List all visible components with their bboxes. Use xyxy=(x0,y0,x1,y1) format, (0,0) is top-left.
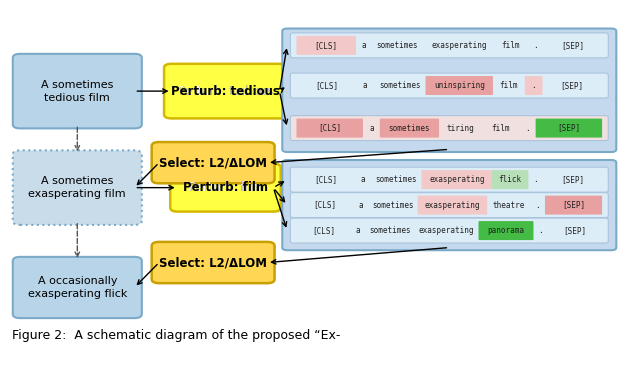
FancyBboxPatch shape xyxy=(13,54,142,128)
Text: sometimes: sometimes xyxy=(389,123,430,133)
Text: exasperating: exasperating xyxy=(418,226,474,235)
Text: [CLS]: [CLS] xyxy=(315,81,338,90)
FancyBboxPatch shape xyxy=(290,116,609,141)
Text: .: . xyxy=(536,200,540,209)
FancyBboxPatch shape xyxy=(290,73,609,98)
FancyBboxPatch shape xyxy=(536,119,602,138)
FancyBboxPatch shape xyxy=(282,28,616,152)
Text: .: . xyxy=(538,226,542,235)
FancyBboxPatch shape xyxy=(418,196,487,215)
FancyBboxPatch shape xyxy=(13,150,142,225)
Text: [SEP]: [SEP] xyxy=(561,41,584,50)
Text: A occasionally
exasperating flick: A occasionally exasperating flick xyxy=(28,276,127,299)
Text: [SEP]: [SEP] xyxy=(558,123,580,133)
Text: tiring: tiring xyxy=(446,123,474,133)
Text: exasperating: exasperating xyxy=(432,41,487,50)
FancyBboxPatch shape xyxy=(164,64,287,119)
Text: a: a xyxy=(369,123,374,133)
Text: [CLS]: [CLS] xyxy=(314,175,338,184)
Text: Perturb: film: Perturb: film xyxy=(0,373,1,374)
FancyBboxPatch shape xyxy=(525,76,542,95)
Text: Figure 2:  A schematic diagram of the proposed “Ex-: Figure 2: A schematic diagram of the pro… xyxy=(13,329,341,343)
Text: [SEP]: [SEP] xyxy=(562,200,585,209)
Text: sometimes: sometimes xyxy=(369,226,410,235)
Text: a: a xyxy=(361,41,366,50)
Text: flick: flick xyxy=(498,175,522,184)
Text: a: a xyxy=(360,175,365,184)
FancyBboxPatch shape xyxy=(290,167,609,192)
Text: a: a xyxy=(358,200,363,209)
FancyBboxPatch shape xyxy=(492,170,529,189)
FancyBboxPatch shape xyxy=(297,36,356,55)
Text: [CLS]: [CLS] xyxy=(314,41,338,50)
Text: Perturb: tedious: Perturb: tedious xyxy=(178,85,273,98)
Text: Perturb: film: Perturb: film xyxy=(188,181,262,194)
FancyBboxPatch shape xyxy=(152,142,275,183)
Text: sometimes: sometimes xyxy=(377,41,418,50)
FancyBboxPatch shape xyxy=(421,170,493,189)
FancyBboxPatch shape xyxy=(290,193,609,218)
Text: Perturb: Perturb xyxy=(200,85,251,98)
Text: Perturb: Perturb xyxy=(200,181,251,194)
Text: [CLS]: [CLS] xyxy=(312,226,336,235)
Text: exasperating: exasperating xyxy=(425,200,480,209)
FancyBboxPatch shape xyxy=(425,76,493,95)
Text: sometimes: sometimes xyxy=(379,81,420,90)
FancyBboxPatch shape xyxy=(152,242,275,283)
Text: .: . xyxy=(531,81,536,90)
Text: theatre: theatre xyxy=(492,200,525,209)
Text: sometimes: sometimes xyxy=(372,200,414,209)
FancyBboxPatch shape xyxy=(297,119,363,138)
Text: film: film xyxy=(500,81,518,90)
Text: .: . xyxy=(533,41,537,50)
Text: sometimes: sometimes xyxy=(375,175,417,184)
Text: Perturb: tedious: Perturb: tedious xyxy=(171,85,280,98)
Text: uninspiring: uninspiring xyxy=(434,81,484,90)
FancyBboxPatch shape xyxy=(545,196,602,215)
Text: [SEP]: [SEP] xyxy=(563,226,586,235)
Text: Perturb: tedious: Perturb: tedious xyxy=(0,373,1,374)
Text: [CLS]: [CLS] xyxy=(318,123,341,133)
Text: A sometimes
exasperating film: A sometimes exasperating film xyxy=(28,176,126,199)
Text: .: . xyxy=(534,175,538,184)
Text: Perturb: film: Perturb: film xyxy=(188,181,262,194)
FancyBboxPatch shape xyxy=(13,257,142,318)
Text: panorama: panorama xyxy=(488,226,525,235)
Text: Select: L2/ΔLOM: Select: L2/ΔLOM xyxy=(159,156,267,169)
FancyBboxPatch shape xyxy=(290,33,609,58)
Text: a: a xyxy=(356,226,360,235)
Text: A sometimes
tedious film: A sometimes tedious film xyxy=(41,80,113,103)
Text: film: film xyxy=(491,123,509,133)
Text: .: . xyxy=(525,123,529,133)
Text: [SEP]: [SEP] xyxy=(561,175,584,184)
Text: [SEP]: [SEP] xyxy=(560,81,583,90)
Text: a: a xyxy=(363,81,367,90)
Text: Select: L2/ΔLOM: Select: L2/ΔLOM xyxy=(159,256,267,269)
FancyBboxPatch shape xyxy=(282,160,616,250)
Text: [CLS]: [CLS] xyxy=(314,200,336,209)
FancyBboxPatch shape xyxy=(479,221,534,240)
Text: exasperating: exasperating xyxy=(430,175,485,184)
Text: Perturb: film: Perturb: film xyxy=(183,181,268,194)
FancyBboxPatch shape xyxy=(380,119,439,138)
Text: Perturb: tedious: Perturb: tedious xyxy=(178,85,273,98)
Text: film: film xyxy=(501,41,520,50)
FancyBboxPatch shape xyxy=(290,218,609,243)
FancyBboxPatch shape xyxy=(170,164,281,212)
